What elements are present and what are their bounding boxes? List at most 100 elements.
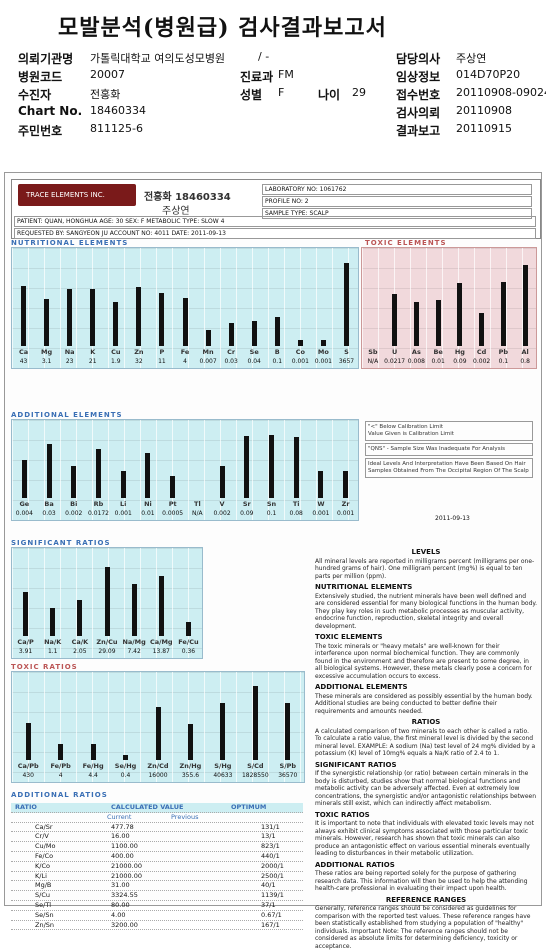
ratios-cell: 3200.00 bbox=[111, 920, 138, 929]
chart-value-label: 0.007 bbox=[199, 358, 217, 365]
chart-bar bbox=[251, 321, 257, 346]
chart-value-label: 2.05 bbox=[73, 648, 87, 655]
ratios-cell: 2500/1 bbox=[261, 871, 284, 880]
ratios-row: Se/Tl 80.00 37/1 bbox=[11, 901, 303, 911]
chart-bar bbox=[158, 576, 164, 636]
header-row: 병원코드 20007 진료과 FM 임상정보 014D70P20 bbox=[18, 66, 538, 84]
section-toxic-ratios: TOXIC RATIOS bbox=[11, 663, 78, 671]
legend-heading: TOXIC RATIOS bbox=[315, 810, 370, 819]
chart-bar bbox=[23, 592, 29, 636]
chart-value-label: 40633 bbox=[213, 772, 233, 779]
ratios-cell: 21000.00 bbox=[111, 861, 143, 870]
chart-value-label: 4 bbox=[58, 772, 63, 779]
chart-value-label: 7.42 bbox=[127, 648, 141, 655]
ratios-cell: Cu/Mo bbox=[35, 842, 56, 851]
header-label: 결과보고 bbox=[396, 124, 441, 138]
ratios-cell: Mg/B bbox=[35, 881, 52, 890]
chart-bar bbox=[113, 301, 119, 346]
legend-heading: ADDITIONAL ELEMENTS bbox=[315, 683, 408, 691]
chart-bar bbox=[293, 436, 299, 498]
chart-value-label: 3657 bbox=[338, 358, 355, 365]
ratios-cell: 37/1 bbox=[261, 900, 276, 909]
chart-value-label: 1828550 bbox=[241, 772, 269, 779]
chart-category-label: Na/K bbox=[44, 638, 62, 646]
chart-value-label: 32 bbox=[135, 358, 143, 365]
chart-value-label: 0.002 bbox=[213, 510, 231, 517]
chart-value-label: 4 bbox=[183, 358, 187, 365]
patient-header: 의뢰기관명 가톨릭대학교 여의도성모병원 / - 담당의사 주상연 병원코드 20007 진료… bbox=[18, 48, 546, 138]
chart-bar bbox=[297, 340, 303, 346]
chart-category-label: Fe/Cu bbox=[178, 638, 199, 646]
report-date: 2011-09-13 bbox=[435, 515, 470, 522]
chart-bar bbox=[318, 471, 324, 498]
chart-bar bbox=[155, 707, 161, 760]
chart-bar bbox=[145, 453, 151, 498]
legend-paragraph: Generally, reference ranges should be co… bbox=[315, 905, 531, 950]
chart-value-label: 0.08 bbox=[289, 510, 303, 517]
header-value: 29 bbox=[352, 86, 366, 99]
report-title: 모발분석(병원급) 검사결과보고서 bbox=[58, 15, 387, 41]
section-significant: SIGNIFICANT RATIOS bbox=[11, 539, 111, 547]
chart-category-label: Cd bbox=[476, 348, 487, 356]
chart-value-label: N/A bbox=[367, 358, 379, 365]
chart-bar bbox=[228, 322, 234, 346]
header-value: 전홍화 bbox=[90, 88, 121, 101]
chart-category-label: Tl bbox=[194, 500, 201, 508]
legend-paragraph: A calculated comparison of two minerals … bbox=[315, 727, 536, 758]
ratios-cell: Se/Tl bbox=[35, 900, 52, 909]
chart-category-label: S/Cd bbox=[247, 762, 264, 770]
chart-category-label: Se bbox=[249, 348, 259, 356]
chart-category-label: Ca/K bbox=[71, 638, 89, 646]
section-additional-ratios: ADDITIONAL RATIOS bbox=[11, 791, 108, 799]
legend-paragraph: It is important to note that individuals… bbox=[315, 820, 534, 857]
header-label: 검사의뢰 bbox=[396, 106, 441, 120]
chart-category-label: Pt bbox=[168, 500, 177, 508]
header-row: Chart No. 18460334 검사의뢰 20110908 bbox=[18, 102, 538, 120]
sample-type: SAMPLE TYPE: SCALP bbox=[262, 208, 532, 219]
ratios-cell: Fe/Co bbox=[35, 851, 54, 860]
header-value: / - bbox=[258, 50, 270, 63]
chart-value-label: 3.1 bbox=[41, 358, 52, 365]
chart-category-label: Be bbox=[433, 348, 443, 356]
chart-category-label: V bbox=[219, 500, 225, 508]
chart-bar bbox=[274, 316, 280, 346]
chart-category-label: Na/Mg bbox=[122, 638, 146, 646]
chart-value-label: 0.001 bbox=[312, 510, 330, 517]
chart-category-label: Co bbox=[295, 348, 305, 356]
chart-value-label: 0.001 bbox=[114, 510, 132, 517]
chart-category-label: Mo bbox=[317, 348, 329, 356]
header-row: 수진자 전홍화 성별 F 나이 29 접수번호 20110908-09024 bbox=[18, 84, 546, 102]
chart-category-label: Zr bbox=[341, 500, 350, 508]
ratios-cell: 21000.00 bbox=[111, 871, 143, 880]
chart-value-label: 0.008 bbox=[407, 358, 425, 365]
chart-bar bbox=[96, 448, 101, 498]
patient-info: PATIENT: QUAN, HONGHUA AGE: 30 SEX: F ME… bbox=[14, 216, 536, 240]
chart-bar bbox=[21, 460, 27, 498]
legend-heading: REFERENCE RANGES bbox=[385, 895, 467, 904]
handwritten-doctor: 주상연 bbox=[162, 206, 190, 217]
header-label: 주민번호 bbox=[18, 124, 63, 138]
ratios-cell: Zn/Sn bbox=[35, 920, 55, 929]
chart-value-label: 430 bbox=[22, 772, 34, 779]
header-row: 의뢰기관명 가톨릭대학교 여의도성모병원 / - 담당의사 주상연 bbox=[18, 48, 538, 66]
ratios-cell: 13/1 bbox=[261, 832, 276, 841]
ratios-header: RATIO CALCULATED VALUE OPTIMUM bbox=[11, 803, 303, 813]
chart-category-label: Al bbox=[521, 348, 529, 356]
handwritten-patient: 전홍화 18460334 bbox=[144, 192, 231, 203]
ratios-header-cell: RATIO bbox=[15, 803, 37, 811]
legend-paragraph: Extensively studied, the nutrient minera… bbox=[315, 592, 537, 630]
hair-analysis-report: TRACE ELEMENTS INC. 전홍화 18460334 주상연 LAB… bbox=[4, 172, 542, 950]
chart-bar bbox=[220, 702, 226, 760]
chart-category-label: Ca/Mg bbox=[149, 638, 173, 646]
ratios-cell: 1139/1 bbox=[261, 891, 284, 900]
legend-notes: "<" Below Calibration Limit Value Given i… bbox=[365, 421, 533, 519]
ratios-cell: 40/1 bbox=[261, 881, 276, 890]
ratios-row: K/Li 21000.00 2500/1 bbox=[11, 872, 303, 882]
ratios-cell: 4.00 bbox=[111, 910, 126, 919]
ratios-sub-cell: Previous bbox=[171, 812, 199, 821]
header-label: 나이 bbox=[318, 88, 341, 102]
chart-bar bbox=[413, 301, 419, 346]
profile-no: PROFILE NO: 2 bbox=[262, 196, 532, 207]
ratios-cell: 440/1 bbox=[261, 851, 280, 860]
chart-bar bbox=[252, 685, 258, 760]
